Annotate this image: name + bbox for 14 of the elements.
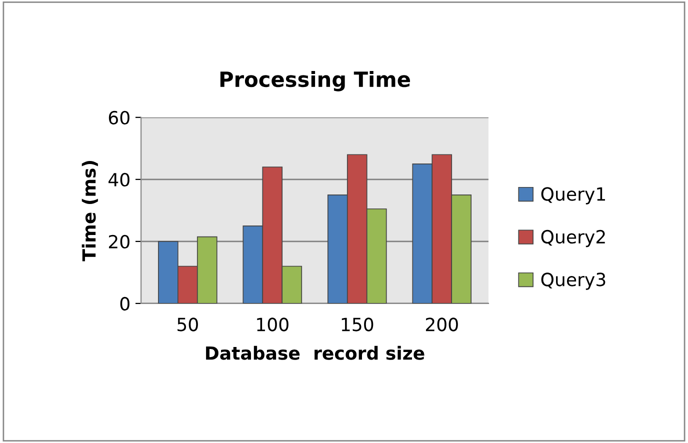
x-tick-label: 150 — [342, 318, 374, 332]
y-axis-title: Time (ms) — [82, 161, 98, 262]
x-tick-label: 200 — [426, 318, 458, 332]
y-tick-label: 60 — [108, 110, 130, 125]
y-tick-label: 0 — [120, 296, 130, 311]
y-tick-label: 40 — [108, 172, 130, 187]
y-tick-label: 20 — [108, 234, 130, 249]
legend-label: Query3 — [541, 272, 606, 290]
x-axis-title: Database record size — [206, 346, 424, 360]
x-tick-label: 50 — [178, 318, 198, 332]
x-tick-label: 100 — [257, 318, 288, 332]
legend-label: Query1 — [541, 187, 605, 204]
chart-title: Processing Time — [220, 71, 410, 92]
legend-label: Query2 — [541, 230, 605, 248]
